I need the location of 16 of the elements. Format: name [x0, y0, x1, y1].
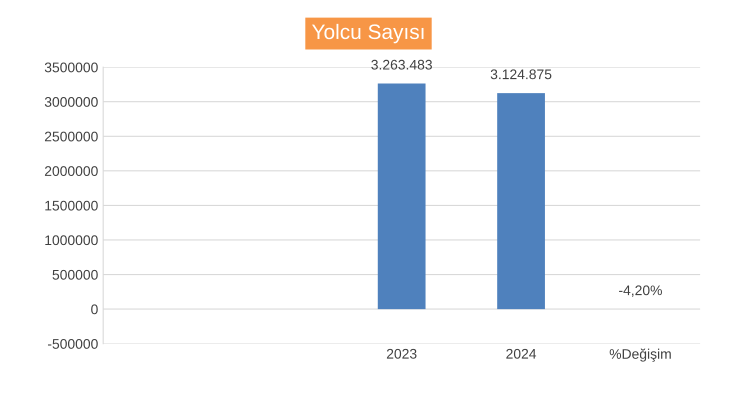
y-tick-label: 3500000 — [44, 62, 98, 72]
y-tick-label: 500000 — [52, 270, 98, 280]
y-tick-label: -500000 — [48, 338, 98, 349]
y-tick-label: 2000000 — [44, 166, 98, 176]
x-tick-label: %Değişim — [610, 348, 671, 362]
x-tick-label: 2023 — [386, 348, 417, 359]
data-label: 3.263.483 — [371, 60, 432, 70]
data-label: 3.124.875 — [490, 69, 552, 80]
x-tick-label: 2024 — [506, 348, 536, 359]
data-label: -4,20% — [619, 285, 662, 297]
chart-title: Yolcu Sayısı — [312, 24, 424, 44]
y-tick-label: 1000000 — [45, 235, 98, 246]
y-tick-label: 3000000 — [44, 97, 98, 107]
y-tick-label: 2500000 — [44, 132, 98, 142]
y-tick-label: 1500000 — [45, 200, 98, 211]
y-tick-label: 0 — [91, 304, 98, 314]
